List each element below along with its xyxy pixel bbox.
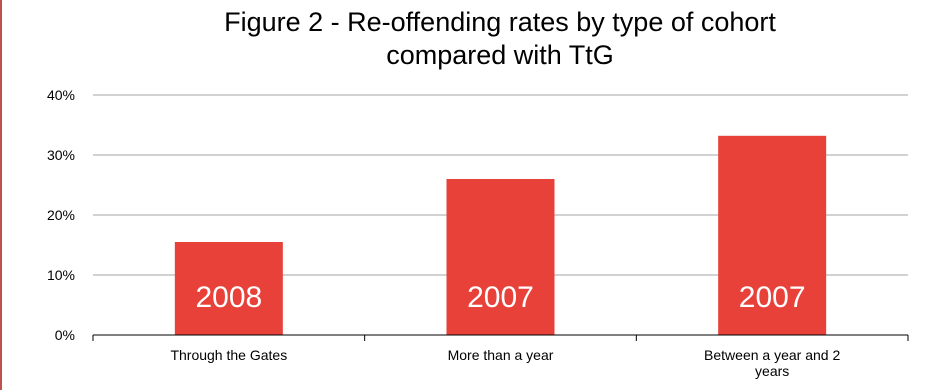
x-category-label-2: More than a year (448, 347, 554, 363)
bar-data-label-3: 2007 (739, 281, 806, 314)
y-tick-label-10pct: 10% (47, 267, 75, 283)
bars: 2008 2007 2007 (174, 135, 827, 335)
x-category-label-1: Through the Gates (170, 347, 287, 363)
bar-data-label-2: 2007 (467, 281, 534, 314)
x-category-label-3: Between a year and 2 years (704, 347, 840, 379)
y-tick-label-30pct: 30% (47, 147, 75, 163)
x-axis-category-labels: Through the Gates More than a year Between… (170, 347, 840, 379)
x-category-label-line: More than a year (448, 347, 554, 363)
bar-2 (446, 179, 555, 335)
y-tick-label-40pct: 40% (47, 87, 75, 103)
chart-title-line-2: compared with TtG (386, 40, 614, 70)
y-tick-label-20pct: 20% (47, 207, 75, 223)
x-category-label-line: Between a year and 2 (704, 347, 840, 363)
y-tick-label-0pct: 0% (55, 327, 75, 343)
chart-title: Figure 2 - Re-offending rates by type of… (90, 6, 910, 72)
x-axis (92, 334, 909, 341)
chart-title-line-1: Figure 2 - Re-offending rates by type of… (224, 7, 776, 37)
bar-1 (174, 242, 283, 335)
bar-data-label-1: 2008 (195, 281, 262, 314)
x-category-label-line: years (755, 363, 789, 379)
x-category-label-line: Through the Gates (170, 347, 287, 363)
bar-3 (718, 135, 827, 335)
y-axis-tick-labels: 0% 10% 20% 30% 40% (47, 87, 75, 343)
